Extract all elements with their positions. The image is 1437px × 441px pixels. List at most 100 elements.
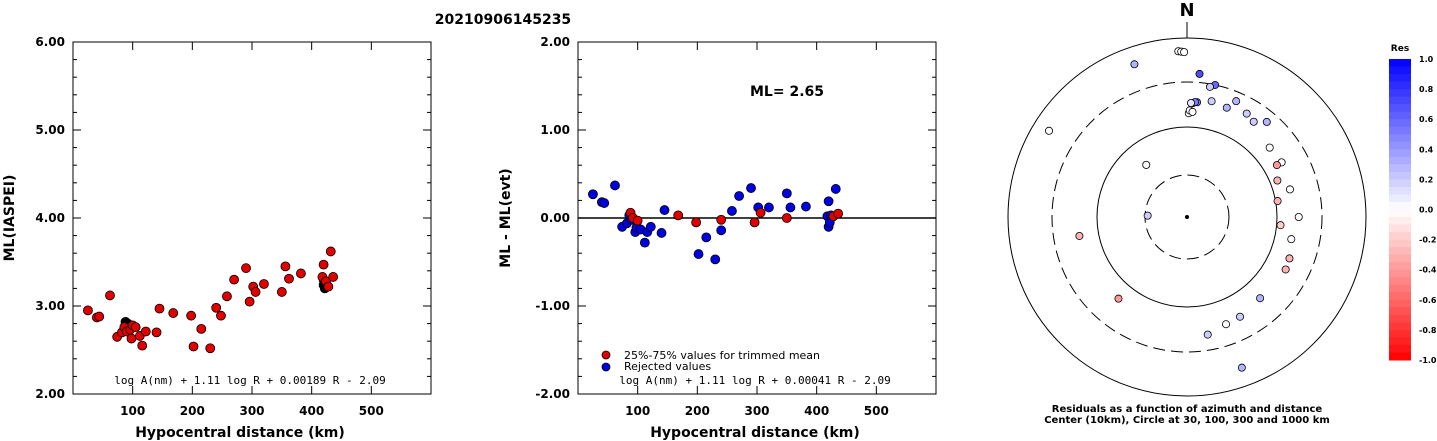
p2-ytick-label: 0.00 <box>540 211 570 225</box>
colorbar-cell <box>1389 292 1411 301</box>
colorbar-cell <box>1389 201 1411 210</box>
station-residual-point <box>1232 97 1241 106</box>
colorbar-cell <box>1389 171 1411 180</box>
station-residual-point <box>1285 254 1294 263</box>
p1-ytick-label: 3.00 <box>35 299 65 313</box>
panel1-frame <box>72 41 432 395</box>
p1-xtick-label: 100 <box>120 404 145 418</box>
data-point-rejected <box>830 184 841 194</box>
colorbar-tick-label: 0.2 <box>1419 175 1433 184</box>
ml-value-label: ML= 2.65 <box>750 84 824 100</box>
panel1-xlabel: Hypocentral distance (km) <box>135 425 345 441</box>
data-point-trimmed <box>284 273 294 284</box>
station-residual-point <box>1276 221 1285 230</box>
data-point-trimmed <box>280 261 291 272</box>
data-point-trimmed <box>259 279 269 289</box>
colorbar-tick-label: 0.8 <box>1419 85 1434 94</box>
data-point-rejected <box>656 228 667 238</box>
data-point-rejected <box>659 205 670 215</box>
polar-caption-line1: Residuals as a function of azimuth and d… <box>1052 404 1323 415</box>
colorbar-cell <box>1389 284 1411 293</box>
station-residual-point <box>1273 197 1282 206</box>
data-point-trimmed <box>94 311 105 322</box>
station-residual-point <box>1262 117 1271 126</box>
data-point-trimmed <box>137 340 148 351</box>
data-point-trimmed <box>325 246 336 257</box>
colorbar-cell <box>1389 232 1411 241</box>
data-point-rejected <box>701 232 712 243</box>
station-residual-point <box>1195 69 1204 78</box>
colorbar-cell <box>1389 96 1411 105</box>
station-residual-point <box>1114 294 1123 303</box>
data-point-rejected <box>599 198 610 208</box>
station-residual-point <box>1256 294 1265 303</box>
data-point-trimmed <box>151 327 162 338</box>
legend-marker-trimmed <box>601 350 611 360</box>
circle-1000km <box>1007 37 1367 397</box>
colorbar-tick-label: -1.0 <box>1419 356 1437 365</box>
colorbar-cell <box>1389 344 1411 353</box>
colorbar-cell <box>1389 299 1411 308</box>
p2-xtick-label: 300 <box>744 404 769 418</box>
p1-xtick-label: 400 <box>299 404 324 418</box>
station-residual-point <box>1186 98 1195 107</box>
colorbar-cell <box>1389 134 1411 143</box>
station-residual-point <box>1242 109 1251 118</box>
data-point-trimmed <box>83 305 93 316</box>
colorbar-cell <box>1389 247 1411 256</box>
legend-marker-rejected <box>601 362 611 372</box>
data-point-trimmed <box>323 281 334 292</box>
colorbar-cell <box>1389 322 1411 331</box>
station-residual-point <box>1222 320 1231 329</box>
station-residual-point <box>1237 363 1246 372</box>
colorbar-cell <box>1389 254 1411 263</box>
data-point-trimmed <box>328 272 339 282</box>
polar-points <box>1045 47 1303 372</box>
panel1-points <box>83 246 339 354</box>
data-point-rejected <box>734 191 744 201</box>
colorbar-cell <box>1389 119 1411 128</box>
station-residual-point <box>1207 97 1216 106</box>
data-point-rejected <box>710 254 721 265</box>
panel-ml-iaspei: 100 200 300 400 500 2.00 3.00 4.00 5.00 6.00 log … <box>2 35 432 441</box>
data-point-trimmed <box>154 303 165 314</box>
p2-xtick-label: 200 <box>685 404 710 418</box>
p1-ytick-label: 6.00 <box>35 35 65 49</box>
colorbar-tick-label: -0.2 <box>1419 236 1437 245</box>
data-point-trimmed <box>716 214 727 225</box>
p2-ytick-label: 2.00 <box>540 35 570 49</box>
data-point-trimmed <box>140 326 151 337</box>
data-point-trimmed <box>755 207 766 218</box>
colorbar-cell <box>1389 217 1411 226</box>
panel1-ylabel: ML(IASPEI) <box>2 175 18 262</box>
data-point-trimmed <box>186 310 197 321</box>
station-residual-point <box>1236 312 1245 321</box>
data-point-trimmed <box>296 268 306 279</box>
station-residual-point <box>1045 126 1054 135</box>
data-point-trimmed <box>211 302 222 313</box>
station-residual-point <box>1205 82 1214 91</box>
data-point-trimmed <box>168 308 179 318</box>
panel2-xlabel: Hypocentral distance (km) <box>650 425 860 441</box>
colorbar-cell <box>1389 141 1411 150</box>
station-residual-point <box>1180 48 1189 57</box>
station-residual-point <box>1130 60 1139 69</box>
colorbar-tick-label: 0.4 <box>1419 145 1434 154</box>
data-point-rejected <box>639 237 650 248</box>
colorbar-tick-label: 1.0 <box>1419 55 1434 64</box>
data-point-trimmed <box>691 217 702 228</box>
colorbar-cell <box>1389 66 1411 75</box>
data-point-rejected <box>727 206 737 216</box>
colorbar-cell <box>1389 89 1411 98</box>
colorbar-cell <box>1389 164 1411 173</box>
colorbar: Res 1.0 0.8 0.6 0.4 0.2 0.0 -0.2 -0.4 -0.6 -0.8 -1… <box>1389 44 1437 365</box>
station-residual-point <box>1143 211 1152 220</box>
colorbar-cell <box>1389 74 1411 83</box>
station-residual-point <box>1075 231 1084 240</box>
data-point-trimmed <box>130 322 141 333</box>
circle-300km <box>1051 81 1323 353</box>
data-point-rejected <box>801 201 811 212</box>
circle-100km <box>1096 126 1278 308</box>
data-point-rejected <box>588 189 598 200</box>
panel1-ticks: 100 200 300 400 500 2.00 3.00 4.00 5.00 6.00 <box>35 35 431 418</box>
